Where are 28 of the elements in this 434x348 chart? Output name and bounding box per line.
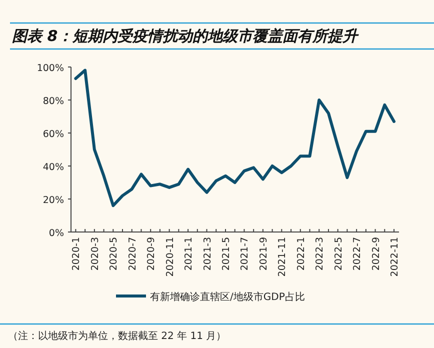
x-tick-label: 2021-9 bbox=[258, 237, 270, 271]
x-tick-label: 2020-9 bbox=[146, 237, 158, 271]
text: （注：以地级市为单位，数据截至 22 年 11 月） bbox=[8, 330, 226, 342]
x-tick-label: 2020-7 bbox=[127, 237, 138, 271]
x-tick-label: 2021-5 bbox=[220, 237, 232, 271]
x-tick-label: 2022-9 bbox=[370, 237, 382, 271]
x-tick-label: 2022-3 bbox=[314, 237, 326, 271]
x-tick-label: 2022-7 bbox=[352, 237, 364, 271]
x-tick-label: 2021-11 bbox=[277, 237, 288, 277]
y-tick-label: 40% bbox=[42, 162, 64, 173]
chart-title: 图表 8：短期内受疫情扰动的地级市覆盖面有所提升 bbox=[12, 27, 360, 45]
y-tick-label: 100% bbox=[36, 63, 64, 74]
y-tick-label: 60% bbox=[42, 129, 64, 140]
x-tick-label: 2022-11 bbox=[390, 237, 400, 277]
x-tick-label: 2020-5 bbox=[108, 237, 120, 271]
y-tick-label: 80% bbox=[42, 96, 64, 107]
legend-label: 有新增确诊直辖区/地级市GDP占比 bbox=[150, 291, 305, 303]
y-tick-label: 20% bbox=[42, 195, 64, 206]
x-tick-label: 2021-7 bbox=[240, 237, 251, 271]
x-tick-label: 2020-1 bbox=[71, 237, 82, 271]
x-tick-label: 2020-3 bbox=[90, 237, 101, 271]
x-tick-label: 2021-3 bbox=[202, 237, 214, 271]
line-series bbox=[74, 68, 396, 208]
x-tick-label: 2022-5 bbox=[333, 237, 344, 271]
x-tick-label: 2021-1 bbox=[184, 237, 195, 271]
y-tick-label: 0% bbox=[48, 228, 64, 239]
x-tick-label: 2020-11 bbox=[164, 237, 176, 277]
x-tick-label: 2022-1 bbox=[296, 237, 307, 271]
